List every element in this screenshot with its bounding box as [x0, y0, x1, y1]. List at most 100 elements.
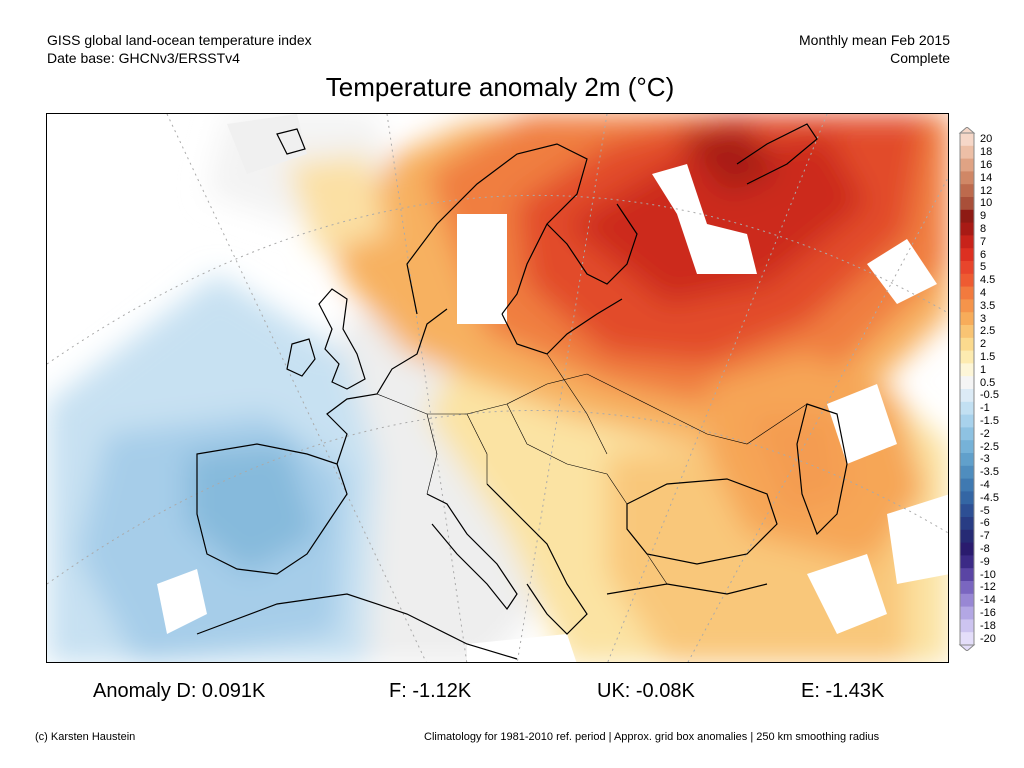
colorbar-tick-label: -4 — [980, 479, 990, 491]
colorbar-swatch — [960, 197, 974, 211]
colorbar-swatch — [960, 465, 974, 480]
anomaly-e-value: E: -1.43K — [801, 680, 885, 702]
colorbar-tick-label: -14 — [980, 594, 996, 607]
colorbar-tick-label: -7 — [980, 530, 990, 543]
colorbar-swatch — [960, 517, 974, 531]
colorbar-swatch — [960, 184, 974, 198]
colorbar-swatch — [960, 581, 974, 595]
colorbar-tick-label: 3 — [980, 312, 987, 325]
colorbar-tick-label: 14 — [980, 171, 993, 184]
colorbar-swatch — [960, 555, 974, 569]
map-canvas — [47, 114, 948, 662]
colorbar-tick-label: -6 — [980, 517, 990, 530]
header-left: GISS global land-ocean temperature index… — [47, 31, 312, 67]
colorbar-swatch — [960, 619, 974, 633]
colorbar-tick-label: 0.5 — [980, 376, 996, 389]
colorbar-tick-label: 9 — [980, 210, 987, 223]
colorbar-bottom-arrow — [958, 644, 976, 651]
colorbar-swatch — [960, 414, 974, 428]
colorbar-tick-label: -20 — [980, 632, 996, 645]
colorbar-tick-label: 8 — [980, 223, 987, 235]
colorbar-swatch — [960, 248, 974, 262]
coastlines — [196, 123, 848, 660]
anomaly-map — [46, 113, 949, 663]
colorbar-tick-label: -3 — [980, 453, 990, 466]
colorbar-swatch — [960, 133, 974, 147]
colorbar-tick-label: -18 — [980, 619, 996, 632]
colorbar-swatch — [960, 389, 974, 403]
colorbar-swatch — [960, 504, 974, 518]
colorbar — [958, 127, 976, 651]
colorbar-top-arrow — [958, 127, 976, 134]
colorbar-swatch — [960, 299, 974, 313]
colorbar-swatch — [960, 376, 974, 390]
colorbar-swatch — [960, 158, 974, 172]
colorbar-swatch — [960, 606, 974, 620]
colorbar-tick-label: 5 — [980, 261, 987, 274]
colorbar-swatch — [960, 312, 974, 326]
colorbar-swatch — [960, 632, 974, 646]
colorbar-tick-label: 4 — [980, 287, 987, 299]
colorbar-tick-label: -4.5 — [980, 491, 999, 504]
no-data-areas — [157, 114, 948, 662]
colorbar-swatch — [960, 286, 974, 300]
colorbar-tick-label: 2 — [980, 338, 987, 351]
colorbar-tick-label: 3.5 — [980, 299, 996, 312]
colorbar-swatch — [960, 363, 974, 377]
colorbar-swatch — [960, 453, 974, 467]
colorbar-tick-label: 1 — [980, 363, 987, 376]
colorbar-swatch — [960, 478, 974, 492]
colorbar-tick-label: -0.5 — [980, 389, 999, 402]
dataset-title: GISS global land-ocean temperature index — [47, 32, 312, 48]
colorbar-tick-label: 10 — [980, 197, 993, 210]
anomaly-field — [47, 114, 948, 662]
anomaly-f-value: F: -1.12K — [389, 680, 472, 702]
graticule — [47, 114, 948, 662]
colorbar-swatch — [960, 529, 974, 544]
colorbar-swatch — [960, 542, 974, 556]
colorbar-tick-label: -3.5 — [980, 466, 999, 479]
colorbar-tick-label: -12 — [980, 581, 996, 594]
colorbar-tick-label: -8 — [980, 543, 990, 555]
colorbar-tick-label: 7 — [980, 235, 987, 248]
colorbar-swatch — [960, 325, 974, 339]
colorbar-swatch — [960, 145, 974, 160]
status-label: Complete — [890, 50, 950, 66]
colorbar-swatch — [960, 261, 974, 275]
anomaly-uk-value: UK: -0.08K — [597, 680, 695, 702]
colorbar-tick-label: -9 — [980, 555, 990, 568]
colorbar-tick-label: -2.5 — [980, 440, 999, 453]
footer-note: Climatology for 1981-2010 ref. period | … — [424, 731, 880, 743]
colorbar-swatch — [960, 235, 974, 249]
colorbar-tick-label: 4.5 — [980, 274, 996, 287]
colorbar-tick-label: 1.5 — [980, 351, 996, 363]
colorbar-tick-label: 16 — [980, 159, 993, 171]
colorbar-swatch — [960, 568, 974, 582]
anomaly-d-value: Anomaly D: 0.091K — [93, 680, 266, 702]
colorbar-tick-label: 2.5 — [980, 325, 996, 338]
colorbar-swatch — [960, 209, 974, 224]
colorbar-swatch — [960, 222, 974, 236]
colorbar-swatch — [960, 171, 974, 185]
colorbar-tick-label: 12 — [980, 184, 993, 197]
colorbar-swatch — [960, 491, 974, 505]
header-right: Monthly mean Feb 2015 Complete — [799, 31, 950, 67]
database-label: Date base: GHCNv3/ERSSTv4 — [47, 50, 240, 66]
colorbar-tick-label: -16 — [980, 607, 996, 619]
colorbar-swatch — [960, 440, 974, 454]
period-label: Monthly mean Feb 2015 — [799, 32, 950, 48]
colorbar-tick-label: -5 — [980, 504, 990, 517]
colorbar-tick-label: 6 — [980, 248, 987, 261]
country-borders — [376, 353, 808, 585]
colorbar-tick-label: -10 — [980, 568, 996, 581]
colorbar-swatch — [960, 273, 974, 288]
colorbar-tick-label: -1 — [980, 402, 990, 415]
colorbar-swatch — [960, 337, 974, 352]
colorbar-swatch — [960, 401, 974, 416]
map-title: Temperature anomaly 2m (°C) — [325, 72, 675, 102]
colorbar-swatch — [960, 593, 974, 608]
colorbar-swatch — [960, 350, 974, 364]
colorbar-tick-label: 20 — [980, 133, 993, 146]
colorbar-tick-label: -2 — [980, 427, 990, 440]
colorbar-tick-label: 18 — [980, 146, 993, 159]
